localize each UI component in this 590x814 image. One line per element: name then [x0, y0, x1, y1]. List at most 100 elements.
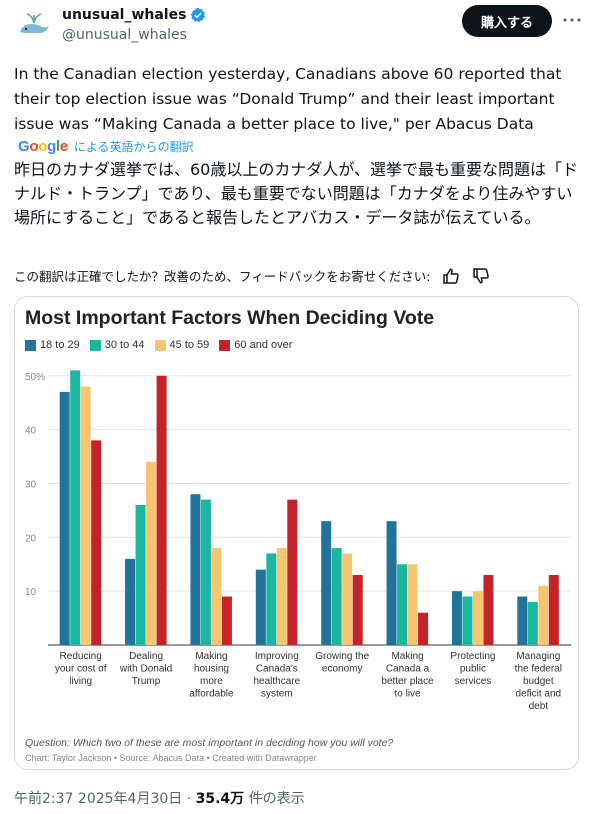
x-tick-label: to live [395, 689, 422, 700]
y-tick-label: 50% [25, 372, 45, 383]
x-tick-label: Trump [132, 676, 161, 687]
bar [548, 575, 559, 645]
x-tick-label: economy [322, 664, 363, 675]
x-tick-label: Protecting [450, 651, 495, 662]
bar [266, 553, 277, 645]
x-tick-label: affordable [189, 689, 234, 700]
legend-swatch-60-over [219, 339, 231, 351]
tweet-header: unusual_whales @unusual_whales 購入する [14, 5, 582, 46]
y-tick-label: 30 [25, 479, 37, 490]
bar [517, 596, 528, 645]
bar [59, 391, 70, 645]
tweet-time[interactable]: 午前2:37 [14, 791, 74, 807]
bar [418, 612, 429, 645]
bar [407, 564, 418, 645]
x-tick-label: debt [529, 701, 549, 712]
legend-item: 45 to 59 [154, 339, 210, 351]
chart-image-card[interactable]: Most Important Factors When Deciding Vot… [14, 296, 579, 770]
bar [156, 375, 167, 645]
name-row: unusual_whales [62, 7, 206, 23]
chart-legend: 18 to 29 30 to 44 45 to 59 60 and over [25, 339, 292, 351]
display-name[interactable]: unusual_whales [62, 7, 187, 23]
x-tick-label: Managing [516, 651, 560, 662]
x-tick-label: services [455, 676, 492, 687]
tweet-text: In the Canadian election yesterday, Cana… [14, 65, 562, 133]
meta-separator: · [186, 791, 192, 807]
bar [483, 575, 494, 645]
bar [200, 499, 211, 645]
translated-from-english-link[interactable]: による英語からの翻訳 [73, 140, 194, 154]
avatar[interactable] [14, 6, 54, 46]
views-label: 件の表示 [248, 791, 305, 807]
x-tick-label: the federal [515, 664, 562, 675]
bar [211, 548, 222, 645]
thumbs-up-icon[interactable] [442, 267, 460, 285]
y-tick-label: 10 [25, 587, 37, 598]
bar [221, 596, 232, 645]
google-logo: Google [18, 138, 68, 155]
y-tick-label: 40 [25, 426, 37, 437]
bar [342, 553, 353, 645]
bar [321, 521, 332, 645]
legend-label: 30 to 44 [104, 339, 145, 351]
x-tick-label: better place [381, 676, 434, 687]
x-tick-label: public [460, 664, 486, 675]
whale-logo-icon [14, 6, 54, 46]
chart-source: Chart: Taylor Jackson • Source: Abacus D… [25, 753, 317, 763]
feedback-prompt: この翻訳は正確でしたか？改善のため、フィードバックをお寄せください: [14, 269, 431, 284]
x-tick-label: deficit and [516, 689, 562, 700]
legend-label: 18 to 29 [40, 339, 80, 351]
x-tick-label: budget [523, 676, 554, 687]
legend-label: 60 and over [234, 339, 293, 351]
translation-feedback-row: この翻訳は正確でしたか？改善のため、フィードバックをお寄せください: [14, 266, 580, 285]
x-tick-label: living [69, 676, 92, 687]
more-dots-icon[interactable] [562, 10, 582, 30]
bar [352, 575, 363, 645]
bar [91, 440, 102, 645]
bar [331, 548, 342, 645]
y-tick-label: 20 [25, 533, 37, 544]
x-tick-label: Making [391, 651, 423, 662]
translated-text: 昨日のカナダ選挙では、60歳以上のカナダ人が、選挙で最も重要な問題は「ドナルド・… [14, 160, 579, 227]
bar [287, 499, 298, 645]
legend-item: 30 to 44 [89, 339, 145, 351]
x-tick-label: Growing the [315, 651, 369, 662]
bar [462, 596, 473, 645]
x-tick-label: your cost of [55, 664, 107, 675]
bar [472, 591, 483, 645]
account-handle[interactable]: @unusual_whales [62, 27, 187, 43]
buy-button[interactable]: 購入する [462, 5, 552, 37]
x-tick-label: Dealing [129, 651, 163, 662]
bar [451, 591, 462, 645]
x-tick-label: Making [195, 651, 227, 662]
legend-swatch-45-59 [154, 339, 166, 351]
legend-item: 60 and over [219, 339, 292, 351]
legend-item: 18 to 29 [25, 339, 80, 351]
verified-badge-icon [190, 7, 206, 23]
x-tick-label: Canada a [386, 664, 430, 675]
legend-swatch-30-44 [89, 339, 101, 351]
translation-attribution: Google による英語からの翻訳 [18, 138, 194, 155]
x-tick-label: housing [194, 664, 229, 675]
bar [386, 521, 397, 645]
bar [255, 569, 266, 645]
bar [80, 386, 91, 645]
x-tick-label: more [200, 676, 223, 687]
x-tick-label: with Donald [119, 664, 172, 675]
bar [135, 505, 146, 645]
x-tick-label: Improving [255, 651, 299, 662]
bar [538, 585, 549, 645]
tweet-date[interactable]: 2025年4月30日 [77, 791, 183, 807]
x-tick-label: system [261, 689, 293, 700]
view-count: 35.4万 [195, 791, 245, 807]
chart-question: Question: Which two of these are most im… [25, 737, 394, 749]
x-tick-label: Reducing [60, 651, 102, 662]
x-tick-label: Canada's [256, 664, 298, 675]
thumbs-down-icon[interactable] [472, 267, 490, 285]
chart-title: Most Important Factors When Deciding Vot… [25, 307, 435, 329]
bar [146, 461, 157, 645]
legend-swatch-18-29 [25, 339, 36, 351]
x-tick-label: healthcare [253, 676, 300, 687]
legend-label: 45 to 59 [169, 339, 210, 351]
